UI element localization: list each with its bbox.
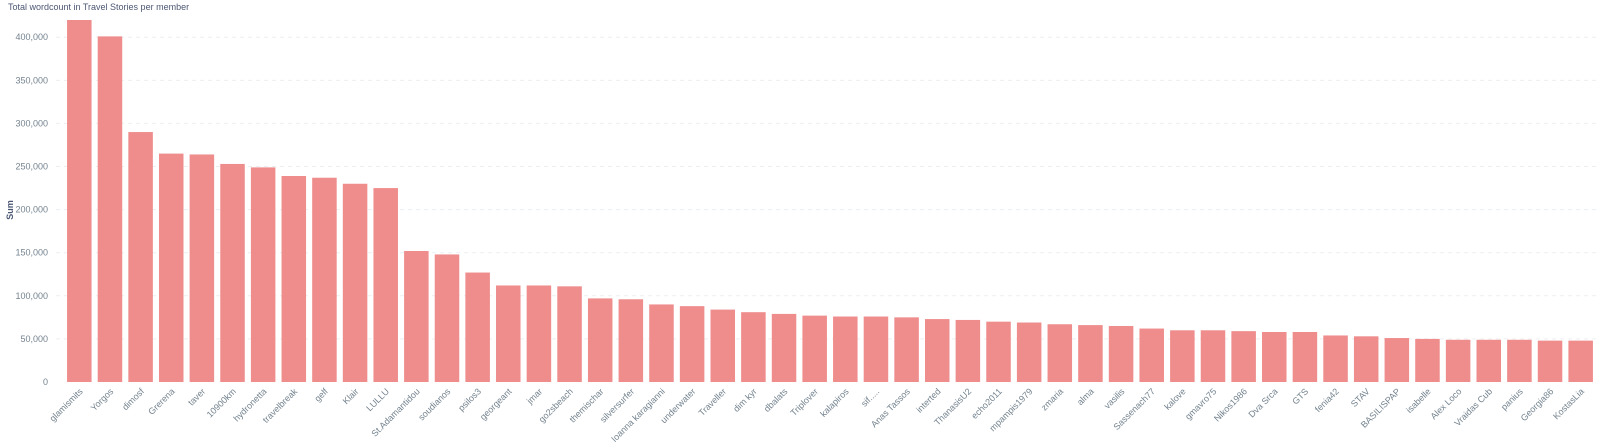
bar[interactable] (312, 177, 337, 382)
bar[interactable] (1139, 328, 1164, 382)
bar[interactable] (679, 306, 705, 382)
y-tick-label: 0 (43, 377, 48, 387)
x-tick-label: Grerena (146, 386, 176, 416)
bar[interactable] (373, 188, 398, 382)
x-tick-label: LULLU (364, 386, 391, 413)
bar[interactable] (1170, 330, 1195, 382)
x-tick-label: Triplover (788, 386, 820, 418)
x-tick-label: taver (186, 386, 207, 407)
x-tick-label: Yorgos (89, 386, 116, 413)
x-tick-label: vasilis (1102, 386, 1127, 411)
bar[interactable] (128, 132, 153, 382)
bar[interactable] (1016, 322, 1042, 382)
bar[interactable] (1262, 332, 1287, 382)
bar[interactable] (587, 298, 613, 382)
x-tick-label: georgeant (478, 386, 514, 422)
x-tick-label: Klair (341, 386, 361, 406)
bar[interactable] (771, 313, 797, 382)
y-axis-ticks: 0 50,000 100,000 150,000 200,000 250,000 300,0… (15, 32, 48, 387)
bar[interactable] (1384, 338, 1410, 382)
bar[interactable] (67, 20, 92, 382)
bar[interactable] (1537, 340, 1563, 382)
x-tick-label: kalapiros (818, 386, 851, 419)
x-tick-label: dimosf (120, 386, 146, 412)
x-tick-label: jmar (524, 386, 544, 406)
y-tick-label: 350,000 (15, 75, 48, 85)
x-tick-label: Dva Srca (1246, 386, 1279, 419)
bar[interactable] (802, 315, 827, 382)
bar[interactable] (404, 250, 429, 382)
bar[interactable] (220, 163, 245, 382)
x-tick-label: psilos3 (456, 386, 483, 413)
bar[interactable] (649, 304, 674, 382)
y-tick-label: 150,000 (15, 248, 48, 258)
bar[interactable] (1231, 331, 1256, 382)
x-tick-label: fenia42 (1313, 386, 1341, 414)
bar[interactable] (1507, 339, 1532, 382)
x-tick-label: STAV (1349, 386, 1372, 409)
bar[interactable] (1568, 340, 1593, 382)
bar[interactable] (833, 316, 858, 383)
x-tick-label: alma (1075, 386, 1096, 407)
bar[interactable] (250, 167, 276, 382)
bar[interactable] (496, 285, 521, 382)
bar[interactable] (894, 317, 919, 382)
bar[interactable] (1445, 339, 1471, 382)
x-tick-label: KostasLia (1551, 386, 1586, 421)
bar[interactable] (557, 286, 582, 382)
x-axis-ticks: glamismits Yorgos dimosf Grerena taver10900k… (48, 386, 1586, 444)
bar[interactable] (955, 319, 981, 382)
bar[interactable] (97, 36, 123, 382)
x-tick-label: GTS (1290, 386, 1310, 406)
bar[interactable] (1415, 338, 1440, 382)
bar[interactable] (1353, 336, 1379, 382)
x-tick-label: gelf (313, 386, 331, 404)
bar[interactable] (1476, 339, 1502, 382)
x-tick-label: sif..... (859, 386, 881, 408)
x-tick-label: zmaria (1039, 386, 1065, 412)
y-tick-label: 400,000 (15, 32, 48, 42)
x-tick-label: Ioanna karagianni (609, 386, 667, 444)
bar[interactable] (1323, 335, 1348, 382)
x-tick-label: kalove (1162, 386, 1187, 411)
y-tick-label: 50,000 (20, 334, 48, 344)
x-tick-label: soudianos (416, 386, 452, 422)
bar[interactable] (1200, 330, 1226, 382)
bar[interactable] (526, 285, 552, 382)
x-tick-label: panius (1499, 386, 1525, 412)
x-tick-label: isabelle (1404, 386, 1433, 415)
bar[interactable] (342, 183, 368, 382)
bar[interactable] (1292, 332, 1318, 382)
x-tick-label: Nikos1986 (1212, 386, 1249, 423)
x-tick-label: dim kyr (731, 386, 759, 414)
bar[interactable] (465, 272, 490, 382)
y-tick-label: 250,000 (15, 162, 48, 172)
y-tick-label: 200,000 (15, 205, 48, 215)
bar[interactable] (986, 321, 1011, 382)
chart-title: Total wordcount in Travel Stories per me… (8, 2, 190, 12)
bar[interactable] (281, 176, 307, 382)
bar[interactable] (863, 316, 889, 383)
y-tick-label: 300,000 (15, 118, 48, 128)
x-tick-label: Traveller (697, 386, 729, 418)
bar[interactable] (1078, 325, 1103, 382)
x-tick-label: dbalats (762, 386, 790, 414)
x-tick-label: Georgia86 (1519, 386, 1556, 423)
bars (67, 20, 1593, 382)
bar[interactable] (189, 154, 215, 382)
bar[interactable] (1047, 324, 1073, 382)
bar[interactable] (158, 153, 184, 382)
bar[interactable] (741, 312, 766, 382)
y-axis-label: Sum (5, 200, 15, 220)
bar[interactable] (618, 299, 644, 382)
y-tick-label: 100,000 (15, 291, 48, 301)
bar[interactable] (1108, 325, 1134, 382)
x-tick-label: interted (914, 386, 942, 414)
bar[interactable] (924, 319, 950, 382)
bar[interactable] (710, 309, 736, 382)
bar[interactable] (434, 254, 460, 382)
x-tick-label: glamismits (48, 386, 85, 423)
